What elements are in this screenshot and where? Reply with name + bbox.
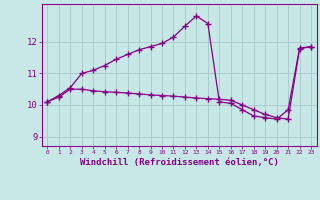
X-axis label: Windchill (Refroidissement éolien,°C): Windchill (Refroidissement éolien,°C) [80,158,279,167]
